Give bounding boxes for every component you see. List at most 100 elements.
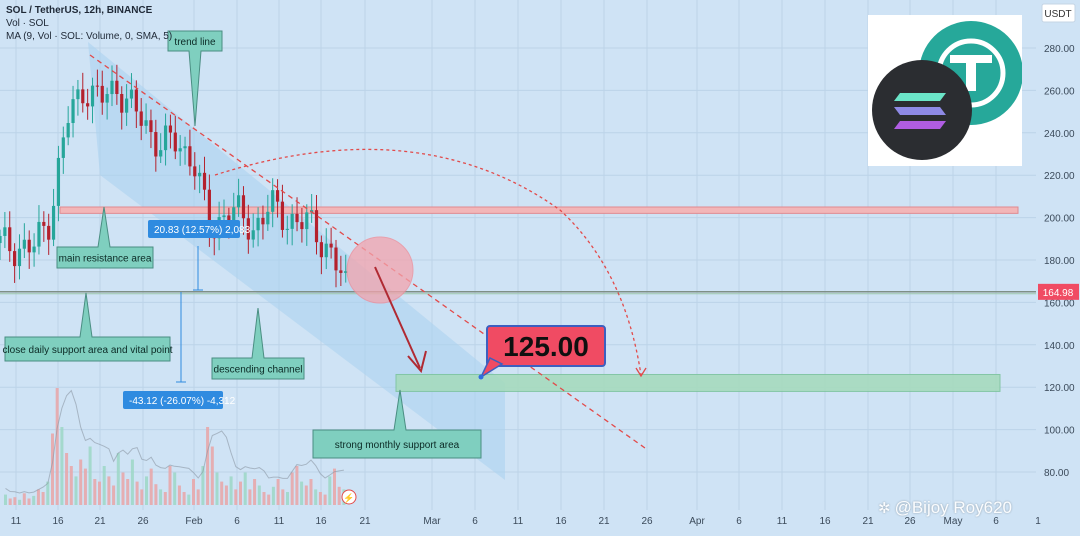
monthly-support-zone — [395, 373, 1001, 392]
y-tick-label: 280.00 — [1044, 44, 1075, 55]
candle-body — [251, 230, 255, 240]
volume-bar — [276, 479, 280, 505]
target-price-label: 125.00 — [503, 331, 589, 362]
candle-body — [246, 218, 250, 240]
x-tick-label: 11 — [777, 516, 788, 527]
annotation-monthly-support-text: strong monthly support area — [335, 440, 460, 451]
y-tick-label: 260.00 — [1044, 86, 1075, 97]
x-tick-label: 11 — [274, 516, 285, 527]
x-tick-label: 6 — [736, 516, 742, 527]
candle-body — [285, 228, 289, 230]
volume-bar — [46, 481, 50, 505]
candle-body — [222, 215, 226, 218]
annotation-trend-line-shape — [167, 30, 223, 127]
volume-bar — [257, 485, 261, 505]
highlight-circle — [346, 236, 414, 304]
target-box — [486, 325, 606, 367]
candle-body — [324, 243, 328, 258]
candle-body — [61, 137, 65, 158]
candle-body — [339, 270, 343, 273]
volume-bar — [55, 388, 59, 505]
volume-bar — [22, 493, 26, 505]
y-tick-label: 80.00 — [1044, 468, 1069, 479]
projection-arrowhead — [635, 367, 647, 378]
volume-bar — [98, 481, 101, 505]
coin-logos-card — [868, 15, 1023, 166]
x-tick-label: 6 — [234, 516, 240, 527]
candle-body — [290, 213, 294, 229]
volume-bar — [314, 489, 318, 505]
volume-bar — [337, 486, 341, 505]
down-arrow-head — [407, 350, 427, 374]
x-tick-label: 16 — [315, 516, 327, 527]
candle-body — [32, 246, 36, 253]
annotation-main-resistance: main resistance area — [56, 206, 154, 269]
candle-body — [300, 222, 304, 230]
candle-body — [134, 89, 138, 112]
candle-body — [13, 251, 17, 267]
measure-label-up-text: 20.83 (12.57%) 2,083 — [154, 225, 251, 236]
volume-bar — [121, 472, 125, 505]
down-arrow-line — [374, 266, 421, 369]
candle-body — [154, 132, 158, 157]
x-tick-label: 16 — [52, 516, 64, 527]
x-tick-label: Feb — [185, 516, 203, 527]
x-tick-label: 21 — [94, 516, 106, 527]
volume-bar — [215, 472, 219, 505]
volume-bar — [145, 476, 148, 505]
solana-logo-icon — [872, 60, 972, 160]
candle-body — [159, 150, 163, 157]
volume-bar — [112, 485, 116, 505]
y-tick-label: 120.00 — [1044, 383, 1075, 394]
volume-bar — [69, 466, 73, 505]
volume-bar — [8, 498, 12, 505]
main-resistance-zone — [59, 206, 1019, 214]
volume-ma-line — [5, 389, 344, 494]
candle-body — [8, 227, 12, 252]
candle-body — [51, 205, 56, 240]
target-pointer — [479, 356, 504, 379]
volume-bar — [206, 427, 210, 505]
volume-bar — [262, 492, 266, 505]
annotation-daily-support-text: close daily support area and vital point — [2, 345, 172, 356]
measure-label-down-text: -43.12 (-26.07%) -4,312 — [129, 396, 236, 407]
volume-bar — [51, 433, 54, 505]
volume-bar — [79, 459, 83, 505]
annotation-daily-support-shape — [4, 292, 171, 362]
candle-body — [178, 148, 182, 152]
candle-body — [37, 221, 41, 247]
y-tick-label: 100.00 — [1044, 426, 1075, 437]
volume-bar — [107, 476, 111, 505]
x-tick-label: 16 — [819, 516, 831, 527]
volume-bar — [159, 489, 163, 505]
volume-bar — [126, 479, 130, 505]
volume-bar — [192, 479, 195, 505]
candle-body — [139, 111, 143, 126]
volume-bar — [13, 497, 17, 505]
lightning-icon-glyph: ⚡ — [343, 492, 354, 504]
volume-bar — [18, 499, 22, 505]
volume-bar — [248, 489, 252, 505]
candle-body — [76, 89, 80, 100]
volume-bar — [135, 481, 139, 505]
candle-body — [271, 190, 275, 212]
volume-bar — [239, 481, 242, 505]
x-tick-label: 16 — [555, 516, 567, 527]
candle-body — [183, 146, 187, 149]
candle-body — [110, 80, 114, 95]
candle-body — [100, 85, 104, 103]
y-tick-label: 180.00 — [1044, 256, 1075, 267]
chart-title: SOL / TetherUS, 12h, BINANCE — [6, 5, 153, 16]
candle-body — [90, 85, 95, 107]
x-tick-label: 11 — [513, 516, 524, 527]
candles — [0, 64, 348, 288]
x-tick-label: 6 — [993, 516, 999, 527]
candle-body — [188, 146, 192, 167]
volume-bar — [295, 466, 299, 505]
volume-bar — [220, 481, 224, 505]
x-tick-label: Mar — [423, 516, 441, 527]
annotation-trend-line-text: trend line — [174, 37, 216, 48]
x-tick-label: 21 — [359, 516, 371, 527]
watermark: ✲ @Bijoy Roy620 — [878, 498, 1012, 518]
candle-body — [227, 215, 231, 222]
